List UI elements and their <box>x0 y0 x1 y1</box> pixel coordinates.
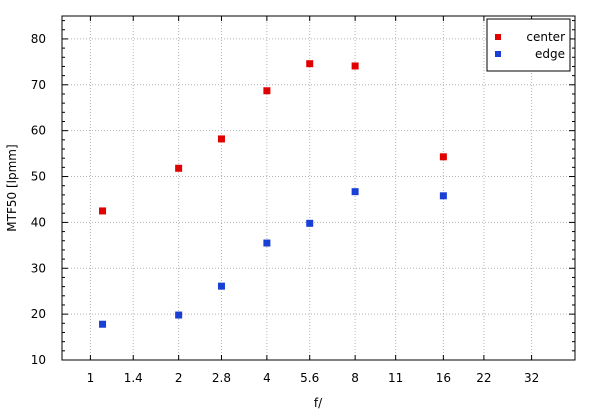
legend: center edge <box>486 18 571 72</box>
data-point-center <box>306 60 314 68</box>
data-point-center <box>439 153 447 161</box>
data-point-center <box>217 135 225 143</box>
grid-lines <box>62 16 575 361</box>
data-point-center <box>263 87 271 95</box>
data-point-center <box>99 207 107 215</box>
x-tick-label: 5.6 <box>300 371 319 385</box>
x-tick-label: 1 <box>87 371 95 385</box>
legend-label-edge: edge <box>535 47 565 61</box>
x-tick-label: 16 <box>436 371 451 385</box>
y-tick-label: 60 <box>31 124 46 138</box>
y-tick-label: 50 <box>31 170 46 184</box>
x-tick-label: 2.8 <box>212 371 231 385</box>
plot-area <box>62 16 575 360</box>
data-point-center <box>175 164 183 172</box>
x-tick-labels: 1 1.4 2 2.8 4 5.6 8 11 16 22 32 <box>87 371 540 385</box>
data-points <box>99 60 447 328</box>
x-tick-label: 1.4 <box>124 371 143 385</box>
y-tick-label: 20 <box>31 307 46 321</box>
legend-label-center: center <box>526 30 565 44</box>
y-tick-label: 30 <box>31 261 46 275</box>
x-tick-label: 32 <box>524 371 539 385</box>
y-tick-label: 70 <box>31 78 46 92</box>
data-point-edge <box>217 282 225 290</box>
data-point-edge <box>175 311 183 319</box>
legend-marker-edge <box>495 51 501 57</box>
x-tick-label: 22 <box>476 371 491 385</box>
x-axis-label: f/ <box>314 396 323 410</box>
data-point-edge <box>439 192 447 200</box>
y-tick-labels: 10 20 30 40 50 60 70 80 <box>31 32 46 367</box>
data-point-edge <box>306 219 314 227</box>
x-tick-label: 8 <box>351 371 359 385</box>
data-point-edge <box>263 239 271 247</box>
plot-frame <box>61 15 576 361</box>
x-tick-label: 11 <box>388 371 403 385</box>
data-point-edge <box>99 320 107 328</box>
y-axis-label: MTF50 [lpmm] <box>5 144 19 231</box>
y-tick-label: 10 <box>31 353 46 367</box>
legend-marker-center <box>495 34 501 40</box>
x-tick-label: 4 <box>263 371 271 385</box>
data-point-edge <box>351 188 359 196</box>
data-point-center <box>351 62 359 70</box>
x-tick-label: 2 <box>175 371 183 385</box>
legend-box <box>486 18 571 72</box>
y-tick-label: 80 <box>31 32 46 46</box>
y-tick-label: 40 <box>31 215 46 229</box>
